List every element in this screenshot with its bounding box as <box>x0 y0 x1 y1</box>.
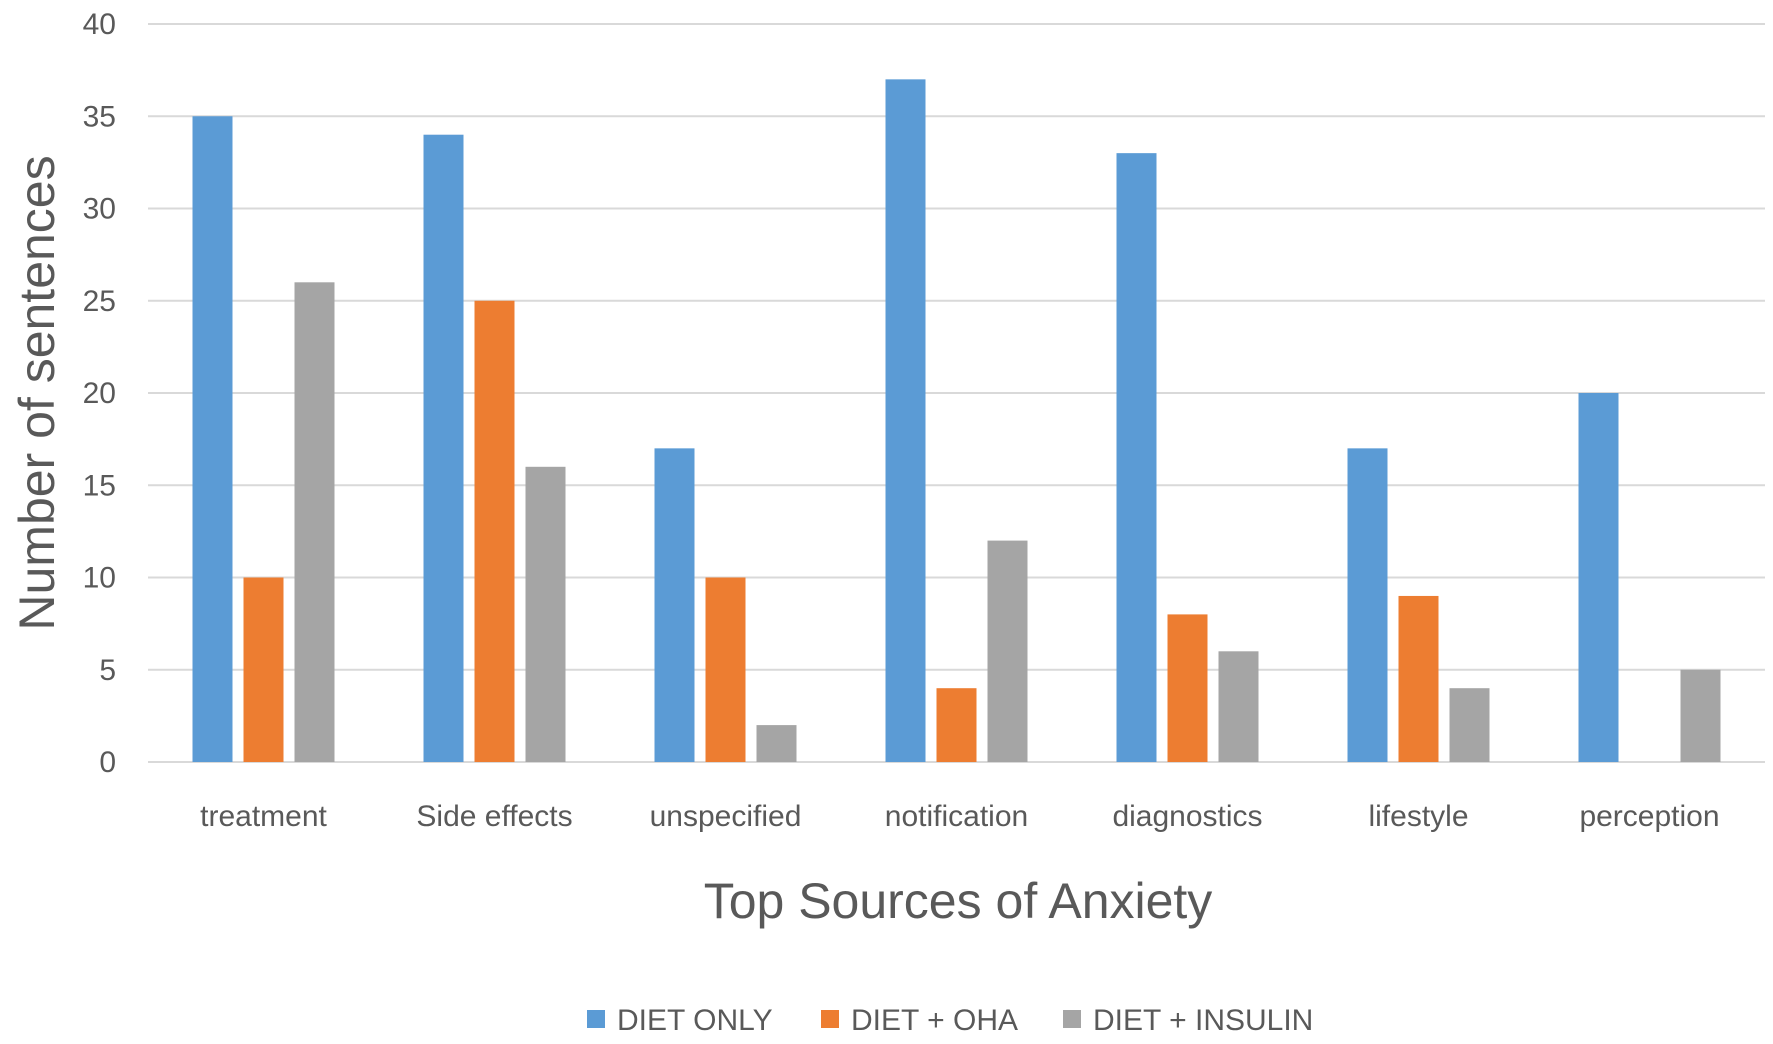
bar-diet-only-notification <box>885 79 926 763</box>
bar-diet-oha-side-effects <box>474 300 515 762</box>
bar-diet-insulin-perception <box>1680 669 1721 762</box>
x-tick-label: treatment <box>200 800 327 833</box>
y-tick-label: 25 <box>83 285 116 318</box>
bar-diet-oha-lifestyle <box>1398 595 1439 762</box>
bar-diet-oha-diagnostics <box>1167 614 1208 762</box>
x-tick-label: notification <box>885 800 1028 833</box>
y-tick-label: 30 <box>83 193 116 226</box>
bar-diet-oha-unspecified <box>705 577 746 762</box>
gridlines <box>148 23 1765 763</box>
y-tick-label: 15 <box>83 469 116 502</box>
legend-swatch <box>587 1010 605 1028</box>
x-axis-title: Top Sources of Anxiety <box>704 873 1213 929</box>
bar-diet-only-diagnostics <box>1116 153 1157 762</box>
x-tick-label: perception <box>1579 800 1719 833</box>
bars <box>192 79 1721 763</box>
x-tick-labels: treatment Side effects unspecified notifica… <box>200 800 1719 833</box>
legend-label: DIET ONLY <box>617 1004 773 1037</box>
legend-swatch <box>821 1010 839 1028</box>
y-tick-label: 20 <box>83 377 116 410</box>
legend: DIET ONLY DIET + OHA DIET + INSULIN <box>587 1004 1313 1037</box>
bar-diet-oha-notification <box>936 688 977 762</box>
legend-label: DIET + INSULIN <box>1093 1004 1313 1037</box>
y-tick-label: 40 <box>83 8 116 41</box>
y-tick-label: 10 <box>83 562 116 595</box>
bar-diet-only-treatment <box>192 116 233 762</box>
bar-diet-insulin-treatment <box>294 282 335 762</box>
legend-swatch <box>1063 1010 1081 1028</box>
y-tick-labels: 0 5 10 15 20 25 30 35 40 <box>83 8 116 779</box>
bar-diet-insulin-side-effects <box>525 466 566 762</box>
bar-diet-insulin-diagnostics <box>1218 651 1259 762</box>
bar-diet-only-unspecified <box>654 448 695 762</box>
x-tick-label: unspecified <box>650 800 802 833</box>
bar-diet-insulin-notification <box>987 540 1028 762</box>
y-axis-title: Number of sentences <box>9 155 65 630</box>
legend-label: DIET + OHA <box>851 1004 1018 1037</box>
x-tick-label: Side effects <box>416 800 572 833</box>
y-tick-label: 5 <box>99 654 116 687</box>
bar-diet-oha-treatment <box>243 577 284 762</box>
y-tick-label: 35 <box>83 100 116 133</box>
bar-diet-only-perception <box>1578 393 1619 762</box>
bar-diet-only-side-effects <box>423 134 464 762</box>
x-tick-label: diagnostics <box>1112 800 1262 833</box>
bar-diet-insulin-lifestyle <box>1449 688 1490 762</box>
y-tick-label: 0 <box>99 746 116 779</box>
bar-diet-insulin-unspecified <box>756 725 797 762</box>
x-tick-label: lifestyle <box>1368 800 1468 833</box>
bar-diet-only-lifestyle <box>1347 448 1388 762</box>
